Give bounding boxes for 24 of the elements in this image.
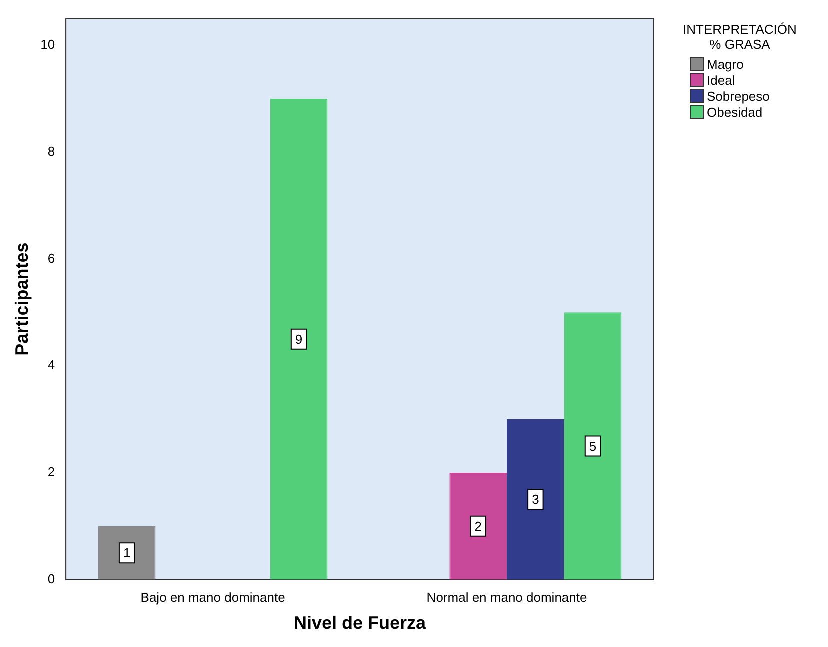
x-tick-label: Bajo en mano dominante (140, 590, 286, 606)
y-tick-label: 0 (48, 571, 56, 586)
data-label: 9 (295, 332, 303, 347)
bar (270, 98, 328, 580)
legend-title: INTERPRETACIÓN % GRASA (682, 22, 798, 52)
bar (564, 312, 622, 580)
y-tick-label: 6 (48, 250, 56, 266)
data-label: 5 (589, 438, 597, 454)
x-axis-title: Nivel de Fuerza (294, 613, 428, 634)
legend-label: Obesidad (707, 104, 763, 120)
bar (450, 472, 508, 580)
y-tick-label: 10 (40, 37, 56, 52)
y-tick-label: 4 (48, 358, 56, 373)
data-label: 2 (474, 518, 482, 534)
legend-label: Magro (707, 56, 744, 72)
bar (507, 420, 564, 580)
y-axis-title: Participantes (12, 242, 32, 356)
data-label: 3 (532, 492, 540, 508)
legend-label: Ideal (707, 72, 736, 88)
y-tick-label: 2 (48, 464, 56, 480)
x-tick-label: Normal en mano dominante (426, 590, 588, 606)
data-label: 1 (123, 546, 131, 561)
y-tick-label: 8 (48, 144, 56, 159)
legend-label: Sobrepeso (707, 88, 770, 104)
